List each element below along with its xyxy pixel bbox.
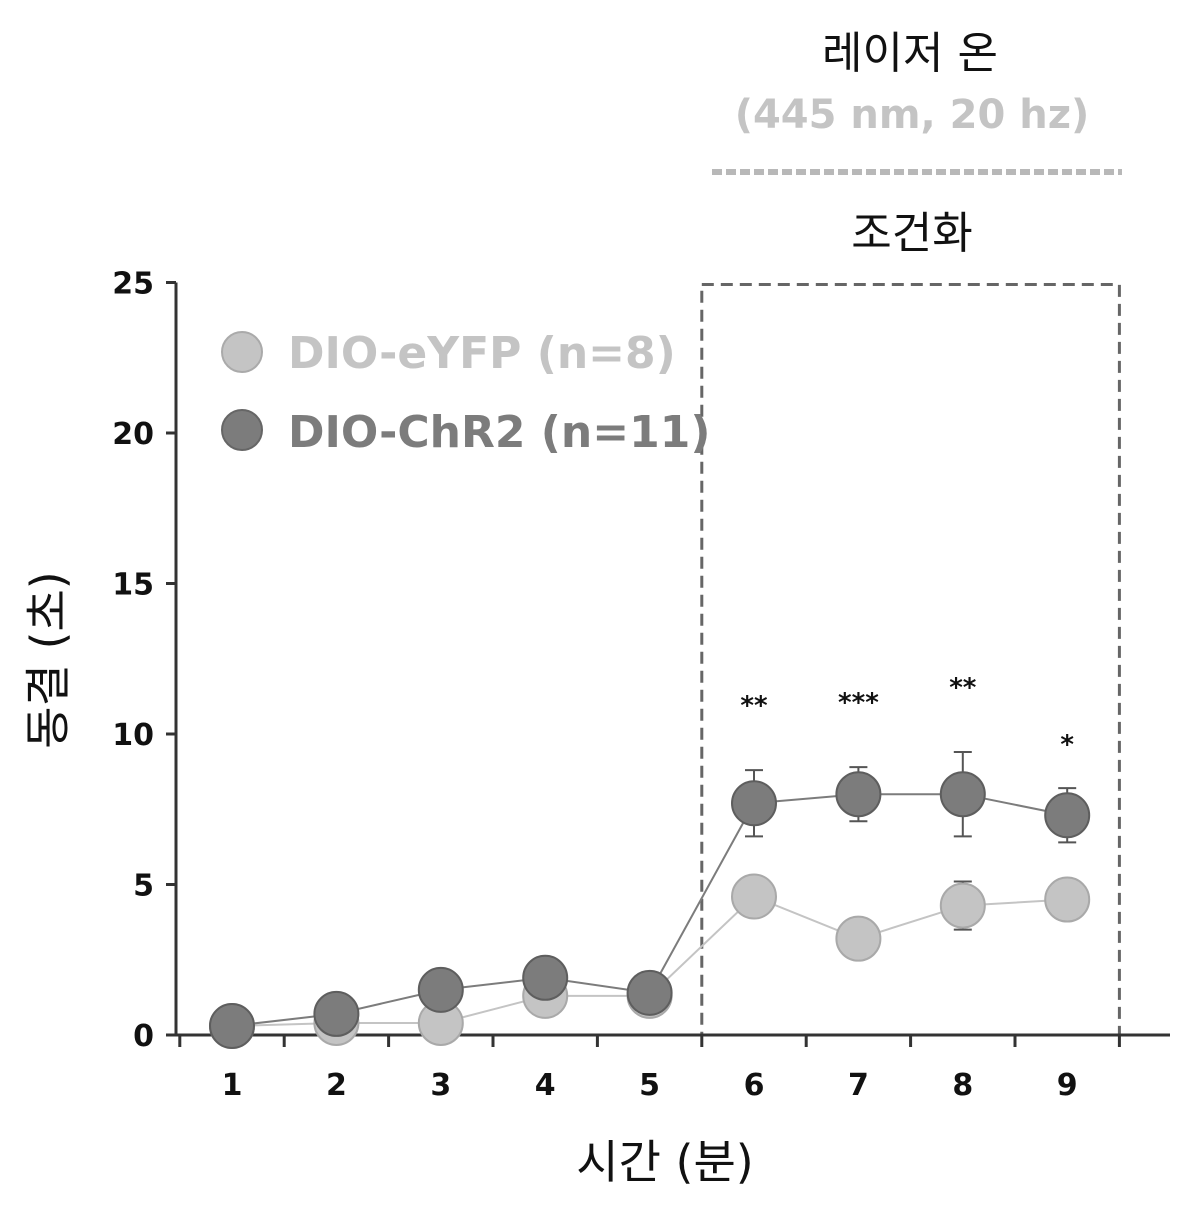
legend-label-eyfp: DIO-eYFP (n=8) xyxy=(288,328,676,379)
data-point-chr2 xyxy=(417,966,464,1013)
axes xyxy=(174,282,1170,1037)
data-point-eyfp xyxy=(835,915,882,962)
x-tick-label: 7 xyxy=(848,1068,869,1103)
significance-label: *** xyxy=(838,688,879,718)
y-axis-ticks: 0 5 10 15 20 25 xyxy=(112,267,176,1054)
y-tick-label: 5 xyxy=(133,869,154,904)
y-tick-label: 25 xyxy=(112,267,154,302)
x-tick-label: 4 xyxy=(535,1068,556,1103)
x-tick-label: 1 xyxy=(222,1068,243,1103)
y-tick-label: 15 xyxy=(112,568,154,603)
data-point-chr2 xyxy=(731,780,777,827)
y-tick-label: 20 xyxy=(112,417,154,452)
legend: DIO-eYFP (n=8) DIO-ChR2 (n=11) xyxy=(221,328,710,458)
significance-label: ** xyxy=(949,673,977,703)
x-tick-label: 5 xyxy=(639,1068,660,1103)
x-axis-ticks: 1 2 3 4 5 6 7 8 9 xyxy=(178,1035,1121,1103)
data-point-eyfp xyxy=(1044,876,1091,923)
y-tick-label: 10 xyxy=(112,718,154,753)
significance-label: ** xyxy=(740,691,768,721)
data-point-chr2 xyxy=(522,954,569,1001)
laser-params-label: (445 nm, 20 hz) xyxy=(735,92,1090,138)
data-point-chr2 xyxy=(939,771,986,818)
y-tick-label: 0 xyxy=(133,1019,154,1054)
conditioning-label: 조건화 xyxy=(851,208,972,259)
significance-label: * xyxy=(1060,730,1074,760)
x-tick-label: 2 xyxy=(326,1068,347,1103)
data-point-chr2 xyxy=(1044,792,1091,839)
x-tick-label: 8 xyxy=(952,1068,973,1103)
legend-label-chr2: DIO-ChR2 (n=11) xyxy=(288,407,710,458)
x-tick-label: 6 xyxy=(744,1068,765,1103)
y-axis-title: 동결 (초) xyxy=(21,571,75,748)
data-point-eyfp xyxy=(939,882,986,929)
x-tick-label: 9 xyxy=(1057,1068,1078,1103)
x-axis-title: 시간 (분) xyxy=(576,1135,753,1189)
legend-marker-chr2 xyxy=(221,409,263,451)
data-point-chr2 xyxy=(626,969,673,1016)
data-point-chr2 xyxy=(313,990,360,1037)
x-tick-label: 3 xyxy=(430,1068,451,1103)
laser-on-label: 레이저 온 xyxy=(822,28,998,79)
legend-marker-eyfp xyxy=(221,331,263,373)
data-point-chr2 xyxy=(209,1002,255,1049)
plot-area: ** ****** xyxy=(209,673,1091,1049)
data-point-chr2 xyxy=(835,771,882,818)
data-point-eyfp xyxy=(731,873,777,920)
